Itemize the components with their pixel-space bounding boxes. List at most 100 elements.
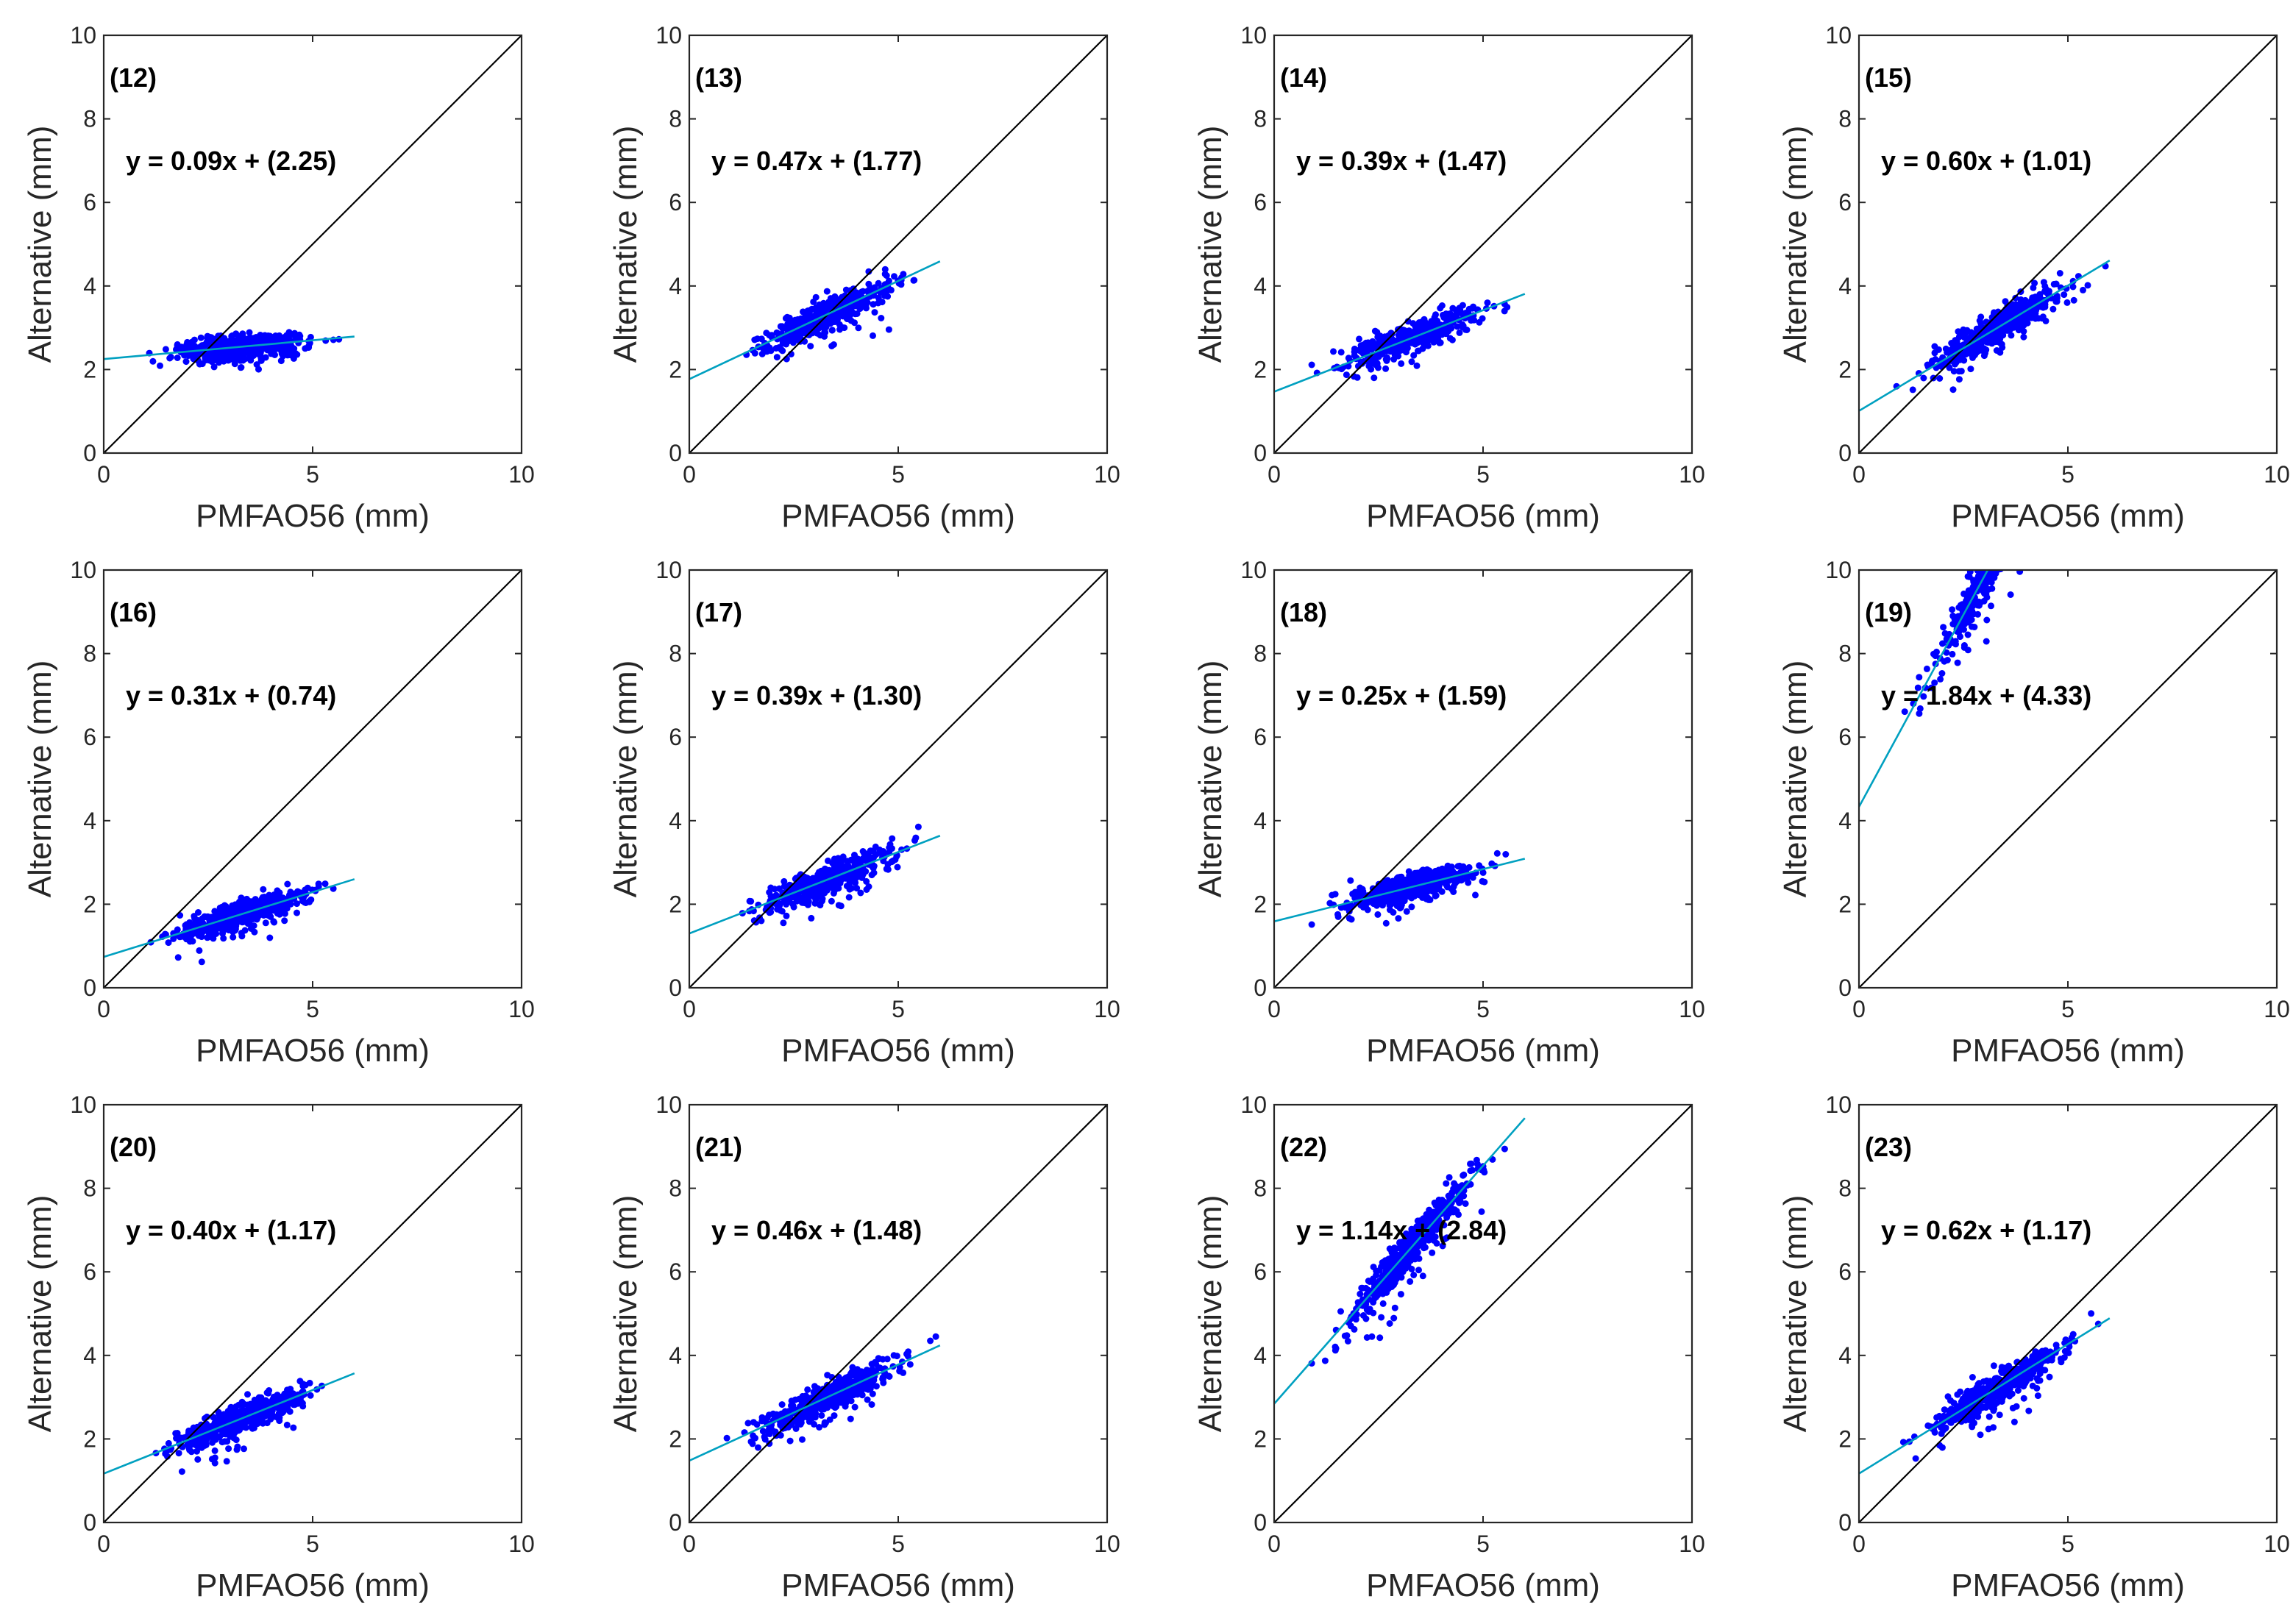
scatter-point — [1997, 558, 2004, 565]
scatter-point — [257, 897, 264, 905]
scatter-point — [1931, 349, 1938, 357]
scatter-point — [1999, 537, 2006, 544]
scatter-point — [2001, 536, 2008, 543]
scatter-point — [1958, 605, 1966, 613]
scatter-point — [2070, 296, 2077, 304]
y-tick-label: 4 — [669, 273, 682, 299]
scatter-point — [265, 1389, 272, 1397]
scatter-point — [238, 1401, 246, 1408]
scatter-point — [857, 889, 864, 897]
scatter-point — [781, 883, 788, 890]
scatter-point — [1949, 650, 1956, 658]
y-tick-label: 4 — [1838, 808, 1852, 834]
scatter-point — [306, 898, 313, 905]
scatter-point — [870, 332, 876, 339]
scatter-point — [2013, 488, 2019, 494]
scatter-point — [2041, 465, 2048, 471]
scatter-point — [1996, 551, 2002, 558]
scatter-point — [1983, 549, 1990, 556]
scatter-point — [1408, 903, 1415, 911]
scatter-point — [1995, 557, 2002, 563]
scatter-point — [2031, 491, 2038, 498]
scatter-point — [2044, 453, 2051, 460]
x-tick-label: 5 — [892, 461, 905, 488]
scatter-point — [1437, 329, 1444, 336]
scatter-point — [2007, 591, 2014, 598]
scatter-point — [1965, 619, 1972, 626]
scatter-point — [2028, 491, 2035, 498]
scatter-point — [2005, 553, 2011, 560]
scatter-point — [2004, 535, 2011, 542]
scatter-point — [1966, 573, 1973, 580]
scatter-point — [244, 1391, 251, 1398]
scatter-point — [797, 871, 804, 878]
scatter-point — [2056, 270, 2063, 277]
scatter-point — [2037, 475, 2044, 482]
y-tick-label: 0 — [669, 975, 682, 1001]
scatter-point — [174, 954, 182, 961]
y-tick-label: 0 — [1838, 440, 1852, 466]
scatter-point — [1397, 904, 1404, 911]
y-tick-label: 10 — [70, 22, 96, 49]
scatter-point — [270, 1393, 277, 1400]
scatter-point — [288, 343, 296, 351]
scatter-point — [2066, 408, 2072, 415]
scatter-point — [2034, 464, 2041, 471]
scatter-point — [1997, 539, 2003, 546]
scatter-point — [2059, 427, 2066, 433]
y-tick-label: 10 — [1825, 22, 1852, 49]
scatter-point — [1353, 888, 1360, 896]
scatter-point — [221, 348, 229, 355]
scatter-point — [149, 357, 157, 365]
scatter-point — [277, 357, 285, 365]
scatter-point — [1994, 552, 2000, 559]
scatter-point — [1971, 624, 1978, 630]
scatter-point — [827, 295, 834, 302]
scatter-point — [2038, 445, 2044, 452]
scatter-point — [1993, 539, 1999, 546]
scatter-point — [275, 909, 282, 916]
y-tick-label: 10 — [1240, 22, 1267, 49]
x-tick-label: 5 — [306, 996, 319, 1022]
scatter-point — [1435, 886, 1443, 893]
scatter-point — [827, 881, 834, 888]
scatter-point — [2041, 477, 2047, 483]
scatter-point — [1985, 561, 1991, 568]
scatter-point — [859, 871, 867, 878]
scatter-point — [1955, 376, 1963, 383]
scatter-point — [296, 889, 304, 897]
scatter-point — [1383, 354, 1390, 361]
scatter-point — [1998, 541, 2005, 547]
x-tick-label: 0 — [1852, 461, 1866, 488]
scatter-point — [1995, 537, 2002, 544]
scatter-point — [2055, 429, 2061, 435]
scatter-point — [1923, 665, 1930, 672]
scatter-point — [281, 917, 288, 925]
scatter-point — [1356, 335, 1362, 343]
scatter-point — [249, 1425, 256, 1432]
scatter-point — [2037, 476, 2044, 482]
scatter-point — [157, 362, 163, 369]
scatter-point — [1931, 679, 1938, 686]
panel-label: (17) — [695, 597, 742, 627]
y-tick-label: 6 — [83, 724, 96, 750]
scatter-point — [186, 938, 193, 945]
scatter-point — [814, 330, 821, 337]
scatter-point — [1469, 874, 1476, 881]
scatter-point — [1371, 374, 1378, 382]
y-axis-label: Alternative (mm) — [608, 660, 644, 898]
scatter-point — [1996, 542, 2002, 549]
scatter-point — [1471, 316, 1478, 324]
scatter-point — [786, 337, 793, 344]
scatter-point — [1987, 560, 1994, 567]
scatter-point — [1996, 539, 2002, 546]
scatter-point — [199, 343, 207, 351]
identity-line — [689, 35, 1107, 453]
scatter-point — [2065, 421, 2072, 427]
x-tick-label: 10 — [2264, 996, 2290, 1022]
scatter-point — [810, 890, 817, 897]
scatter-point — [2021, 483, 2027, 490]
